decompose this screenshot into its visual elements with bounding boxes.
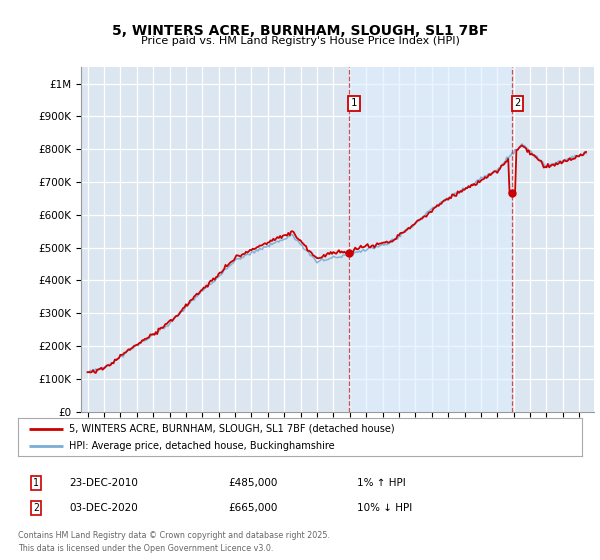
Text: 1% ↑ HPI: 1% ↑ HPI xyxy=(357,478,406,488)
Text: Price paid vs. HM Land Registry's House Price Index (HPI): Price paid vs. HM Land Registry's House … xyxy=(140,36,460,46)
Text: 1: 1 xyxy=(351,99,358,108)
Text: 23-DEC-2010: 23-DEC-2010 xyxy=(69,478,138,488)
Text: Contains HM Land Registry data © Crown copyright and database right 2025.
This d: Contains HM Land Registry data © Crown c… xyxy=(18,531,330,553)
Text: 1: 1 xyxy=(33,478,39,488)
Text: 5, WINTERS ACRE, BURNHAM, SLOUGH, SL1 7BF (detached house): 5, WINTERS ACRE, BURNHAM, SLOUGH, SL1 7B… xyxy=(69,423,394,433)
Text: £485,000: £485,000 xyxy=(228,478,277,488)
Text: £665,000: £665,000 xyxy=(228,503,277,513)
Text: 03-DEC-2020: 03-DEC-2020 xyxy=(69,503,138,513)
Text: 5, WINTERS ACRE, BURNHAM, SLOUGH, SL1 7BF: 5, WINTERS ACRE, BURNHAM, SLOUGH, SL1 7B… xyxy=(112,24,488,38)
Text: 10% ↓ HPI: 10% ↓ HPI xyxy=(357,503,412,513)
Text: 2: 2 xyxy=(33,503,39,513)
Text: 2: 2 xyxy=(514,99,520,108)
Bar xyxy=(349,67,512,412)
Text: HPI: Average price, detached house, Buckinghamshire: HPI: Average price, detached house, Buck… xyxy=(69,441,334,451)
